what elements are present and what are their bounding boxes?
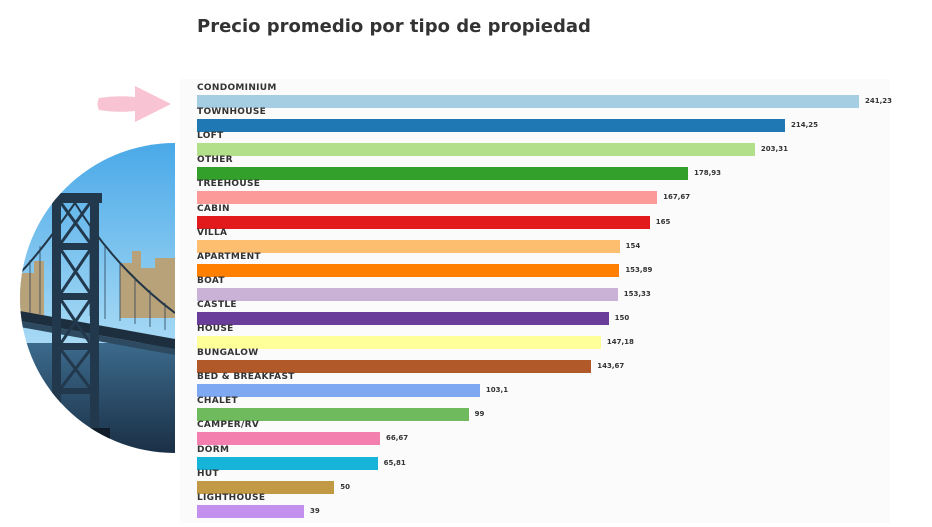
bar (197, 504, 305, 518)
value-label: 241,23 (865, 97, 893, 105)
bar (197, 215, 650, 229)
bar (197, 384, 480, 398)
category-label: CHALET (197, 396, 238, 407)
category-label: CASTLE (197, 299, 237, 310)
value-label: 167,67 (663, 193, 691, 202)
bar (197, 480, 335, 494)
bar (197, 336, 601, 349)
value-label: 150 (614, 313, 630, 322)
category-label: LOFT (197, 131, 224, 142)
bar (197, 408, 469, 422)
pointer-arrow-icon (95, 82, 175, 126)
category-label: VILLA (197, 227, 228, 238)
bar (197, 456, 378, 470)
category-label: OTHER (197, 155, 233, 166)
bar (197, 239, 620, 253)
category-label: LIGHTHOUSE (197, 492, 266, 503)
bar (197, 311, 609, 325)
category-label: HUT (197, 468, 219, 479)
value-label: 153,33 (623, 289, 651, 298)
value-label: 103,1 (485, 386, 509, 395)
bar (197, 119, 785, 133)
bar (197, 167, 689, 181)
category-label: TREEHOUSE (197, 179, 261, 190)
category-label: TOWNHOUSE (197, 107, 267, 118)
value-label: 153,89 (625, 265, 653, 274)
value-label: 143,67 (597, 362, 625, 371)
value-label: 99 (474, 410, 485, 419)
value-label: 154 (625, 241, 641, 250)
value-label: 66,67 (385, 434, 409, 443)
chart-title: Precio promedio por tipo de propiedad (197, 16, 591, 37)
category-label: CONDOMINIUM (197, 83, 277, 93)
bar (197, 95, 859, 108)
category-label: BED & BREAKFAST (197, 372, 295, 383)
bar (197, 287, 618, 301)
category-label: APARTMENT (197, 251, 261, 262)
category-label: DORM (197, 444, 230, 455)
value-label: 203,31 (760, 145, 788, 154)
category-label: BOAT (197, 275, 225, 286)
value-label: 50 (340, 482, 350, 491)
bar (197, 143, 755, 157)
value-label: 147,18 (606, 338, 634, 346)
value-label: 39 (310, 506, 320, 515)
category-label: CAMPER/RV (197, 420, 260, 431)
category-label: BUNGALOW (197, 348, 259, 359)
value-label: 214,25 (790, 121, 818, 130)
value-label: 165 (655, 217, 671, 226)
value-label: 178,93 (694, 169, 722, 178)
bridge-photo (20, 143, 175, 454)
category-label: CABIN (197, 203, 230, 214)
bar (197, 191, 658, 205)
bar (197, 263, 620, 277)
value-label: 65,81 (383, 458, 406, 467)
bar (197, 432, 380, 446)
category-label: HOUSE (197, 324, 234, 334)
bar (197, 360, 592, 374)
